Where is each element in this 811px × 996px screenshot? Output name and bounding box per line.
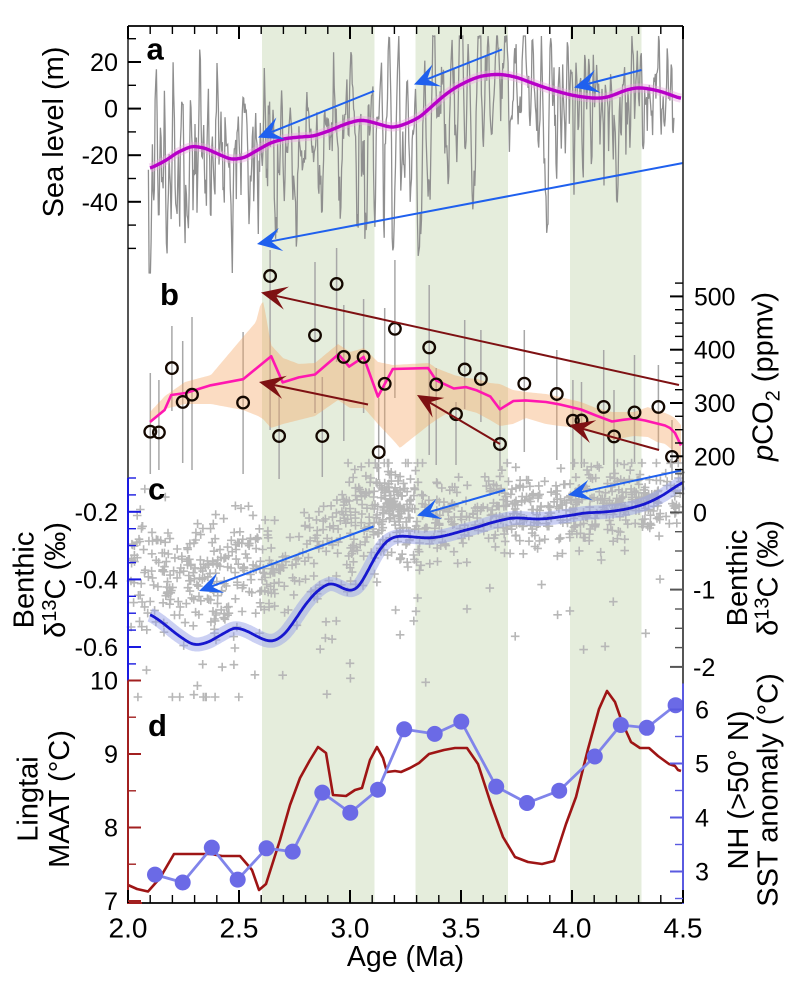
svg-text:δ13C (‰): δ13C (‰) <box>39 522 72 638</box>
svg-text:4.0: 4.0 <box>553 913 592 944</box>
svg-text:500: 500 <box>694 284 735 311</box>
svg-text:-1: -1 <box>693 577 715 605</box>
svg-text:2.5: 2.5 <box>220 913 259 944</box>
svg-text:200: 200 <box>694 444 735 471</box>
svg-text:0: 0 <box>693 499 707 527</box>
svg-text:4.5: 4.5 <box>664 913 703 944</box>
svg-text:a: a <box>147 32 165 67</box>
svg-text:Benthic: Benthic <box>9 532 41 629</box>
svg-text:-0.2: -0.2 <box>75 499 118 527</box>
svg-text:5: 5 <box>695 751 709 779</box>
svg-text:9: 9 <box>104 741 118 769</box>
svg-text:6: 6 <box>695 697 709 725</box>
svg-text:20: 20 <box>90 49 118 77</box>
svg-text:NH (>50° N): NH (>50° N) <box>723 710 755 869</box>
svg-text:0: 0 <box>104 96 118 124</box>
svg-text:400: 400 <box>694 338 735 365</box>
svg-text:c: c <box>148 472 165 507</box>
svg-text:300: 300 <box>694 391 735 418</box>
svg-text:Age (Ma): Age (Ma) <box>347 941 464 973</box>
svg-text:2.0: 2.0 <box>109 913 148 944</box>
svg-text:3: 3 <box>695 859 709 887</box>
svg-text:b: b <box>160 277 179 312</box>
svg-text:Sea level (m): Sea level (m) <box>38 47 70 218</box>
svg-text:3.5: 3.5 <box>442 913 481 944</box>
svg-text:-20: -20 <box>82 142 118 170</box>
svg-text:7: 7 <box>104 888 118 916</box>
svg-text:-0.4: -0.4 <box>75 566 118 594</box>
svg-text:4: 4 <box>695 805 709 833</box>
svg-text:Benthic: Benthic <box>722 530 754 627</box>
svg-text:Lingtai: Lingtai <box>13 756 45 841</box>
svg-text:pCO2 (ppmv): pCO2 (ppmv) <box>748 292 785 462</box>
svg-text:10: 10 <box>90 668 118 696</box>
svg-text:8: 8 <box>104 815 118 843</box>
svg-text:d: d <box>148 708 167 743</box>
svg-text:-2: -2 <box>693 654 715 682</box>
svg-text:-40: -40 <box>82 189 118 217</box>
svg-text:3.0: 3.0 <box>331 913 370 944</box>
svg-text:MAAT (°C): MAAT (°C) <box>44 730 76 868</box>
svg-text:-0.6: -0.6 <box>75 634 118 662</box>
svg-text:SST anomaly (°C): SST anomaly (°C) <box>753 673 785 906</box>
